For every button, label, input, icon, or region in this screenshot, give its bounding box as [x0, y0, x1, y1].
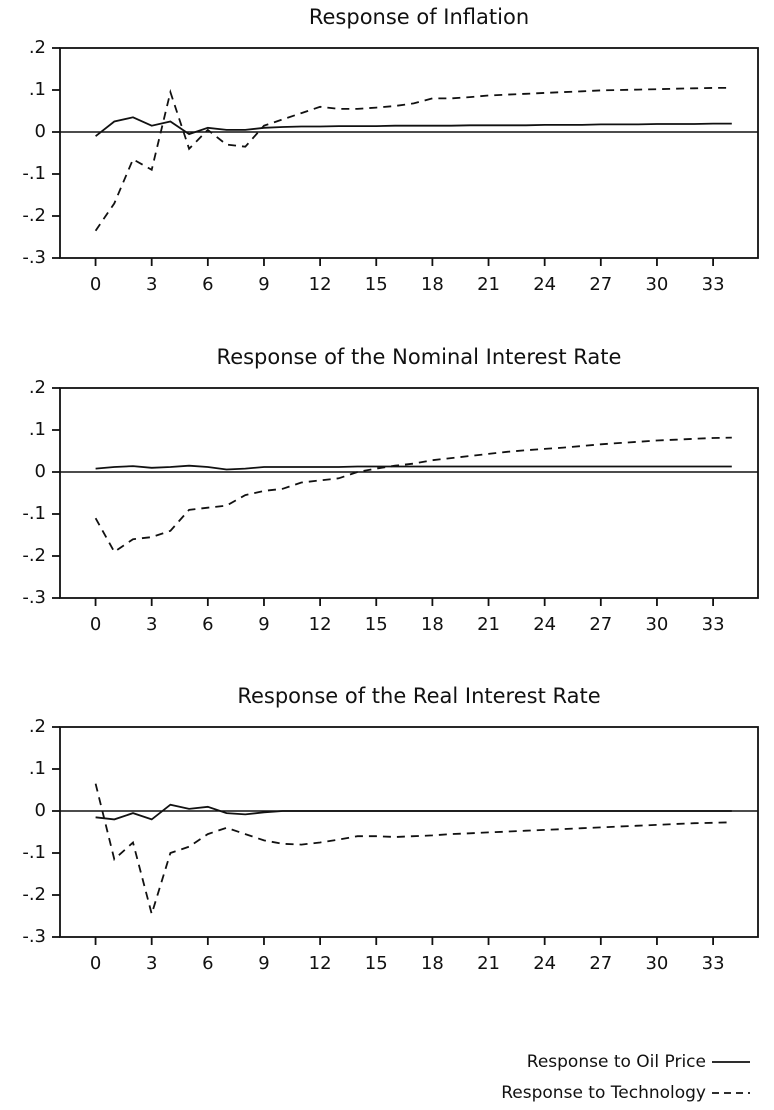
x-tick-label: 24: [533, 953, 556, 974]
x-tick-label: 18: [421, 953, 444, 974]
series-line: [95, 803, 732, 821]
x-tick-label: 18: [421, 614, 444, 635]
x-tick-label: 9: [258, 274, 269, 295]
y-tick-label: -.3: [22, 587, 46, 608]
x-tick-label: 12: [309, 274, 332, 295]
x-tick-label: 33: [702, 614, 725, 635]
x-tick-label: 18: [421, 274, 444, 295]
y-tick-label: -.1: [22, 503, 46, 524]
y-tick-label: .1: [29, 419, 46, 440]
x-tick-label: 6: [202, 274, 213, 295]
series-line: [94, 87, 732, 232]
plot-frame: [59, 47, 759, 259]
y-tick-label: .2: [29, 377, 46, 398]
plot-frame: [59, 726, 759, 938]
x-tick-label: 3: [146, 614, 157, 635]
x-tick-label: 9: [258, 953, 269, 974]
x-tick-label: 30: [645, 953, 668, 974]
x-tick-label: 12: [309, 614, 332, 635]
x-tick-label: 27: [589, 614, 612, 635]
x-tick-label: 24: [533, 614, 556, 635]
chart-title: Response of the Nominal Interest Rate: [217, 345, 622, 369]
x-tick-label: 6: [202, 614, 213, 635]
y-tick-label: 0: [35, 461, 46, 482]
y-tick-label: -.2: [22, 205, 46, 226]
legend-label: Response to Oil Price: [527, 1052, 706, 1072]
y-tick-label: .2: [29, 716, 46, 737]
series-line: [95, 464, 732, 471]
x-tick-label: 15: [365, 274, 388, 295]
x-tick-label: 6: [202, 953, 213, 974]
y-tick-label: -.2: [22, 884, 46, 905]
y-tick-label: -.1: [22, 842, 46, 863]
y-tick-label: .1: [29, 79, 46, 100]
x-tick-label: 15: [365, 953, 388, 974]
x-tick-label: 30: [645, 274, 668, 295]
x-tick-label: 0: [90, 614, 101, 635]
y-tick-label: -.3: [22, 247, 46, 268]
y-tick-label: 0: [35, 800, 46, 821]
series-line: [94, 783, 732, 918]
series-line: [95, 116, 732, 137]
x-tick-label: 3: [146, 274, 157, 295]
x-tick-label: 27: [589, 953, 612, 974]
x-tick-label: 24: [533, 274, 556, 295]
x-tick-label: 3: [146, 953, 157, 974]
x-tick-label: 12: [309, 953, 332, 974]
y-tick-label: 0: [35, 121, 46, 142]
x-tick-label: 27: [589, 274, 612, 295]
x-tick-label: 0: [90, 953, 101, 974]
x-tick-label: 21: [477, 953, 500, 974]
x-tick-label: 21: [477, 614, 500, 635]
legend-label: Response to Technology: [501, 1083, 706, 1103]
y-tick-label: -.2: [22, 545, 46, 566]
x-tick-label: 33: [702, 953, 725, 974]
y-tick-label: -.3: [22, 926, 46, 947]
x-tick-label: 30: [645, 614, 668, 635]
x-tick-label: 15: [365, 614, 388, 635]
x-tick-label: 33: [702, 274, 725, 295]
y-tick-label: -.1: [22, 163, 46, 184]
y-tick-label: .1: [29, 758, 46, 779]
series-line: [94, 436, 732, 554]
chart-title: Response of the Real Interest Rate: [237, 684, 600, 708]
x-tick-label: 21: [477, 274, 500, 295]
x-tick-label: 0: [90, 274, 101, 295]
plot-frame: [59, 387, 759, 599]
y-tick-label: .2: [29, 37, 46, 58]
x-tick-label: 9: [258, 614, 269, 635]
chart-title: Response of Inflation: [309, 5, 529, 29]
